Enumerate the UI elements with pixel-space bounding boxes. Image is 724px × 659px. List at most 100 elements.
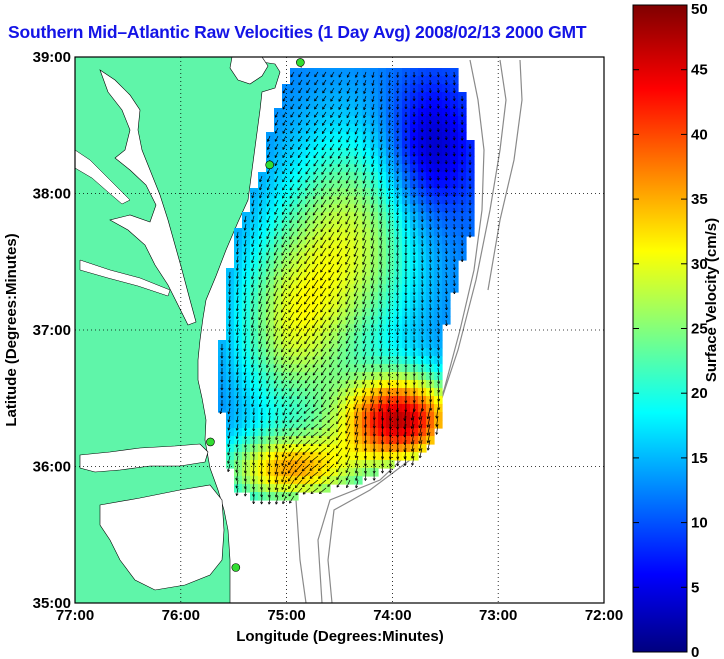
velocity-vector-head: [371, 254, 374, 257]
velocity-vector-head: [363, 156, 366, 159]
velocity-cell: [370, 84, 379, 93]
velocity-vector-head: [404, 203, 407, 207]
velocity-vector: [336, 271, 343, 281]
velocity-cell: [330, 364, 339, 373]
velocity-vector-head: [229, 348, 232, 351]
velocity-cell: [298, 100, 307, 109]
velocity-cell: [322, 324, 331, 333]
velocity-vector-head: [281, 286, 284, 289]
velocity-vector-head: [396, 75, 398, 78]
velocity-cell: [346, 372, 355, 381]
velocity-cell: [266, 212, 275, 221]
velocity-cell: [306, 316, 315, 325]
velocity-vector-head: [438, 267, 440, 271]
velocity-vector-head: [446, 283, 448, 287]
velocity-vector-head: [355, 75, 358, 78]
velocity-vector: [274, 127, 279, 134]
velocity-vector: [346, 71, 351, 78]
velocity-cell: [346, 132, 355, 141]
velocity-vector: [327, 423, 335, 431]
velocity-vector: [296, 335, 303, 345]
velocity-cell: [282, 268, 291, 277]
velocity-vector-head: [468, 178, 471, 182]
velocity-vector: [362, 383, 367, 393]
velocity-cell: [282, 108, 291, 117]
velocity-vector-head: [412, 276, 415, 280]
velocity-vector-head: [437, 381, 440, 384]
velocity-vector-head: [421, 153, 424, 157]
velocity-vector: [328, 231, 335, 241]
velocity-vector-head: [320, 302, 323, 305]
velocity-vector: [336, 279, 343, 289]
velocity-cell: [370, 228, 379, 237]
velocity-vector-head: [396, 122, 398, 126]
velocity-vector: [320, 327, 327, 336]
velocity-cell: [306, 220, 315, 229]
velocity-vector: [259, 367, 263, 376]
velocity-vector-head: [388, 196, 391, 200]
velocity-vector: [355, 423, 359, 435]
velocity-vector: [338, 127, 343, 135]
velocity-vector-head: [379, 261, 381, 265]
velocity-cell: [226, 436, 235, 445]
velocity-vector-head: [328, 326, 332, 329]
velocity-cell: [330, 196, 339, 205]
velocity-vector-head: [250, 317, 253, 320]
velocity-vector-head: [370, 325, 373, 328]
velocity-vector: [305, 175, 311, 183]
velocity-cell: [290, 196, 299, 205]
velocity-cell: [346, 244, 355, 253]
velocity-vector: [445, 279, 447, 287]
velocity-cell: [354, 380, 363, 389]
velocity-vector-head: [388, 348, 391, 352]
velocity-vector-head: [313, 156, 317, 159]
velocity-vector: [258, 359, 263, 368]
velocity-vector-head: [321, 156, 325, 159]
velocity-cell: [250, 340, 259, 349]
velocity-cell: [330, 132, 339, 141]
velocity-vector-head: [438, 74, 440, 78]
velocity-vector-head: [371, 147, 373, 151]
velocity-vector-head: [306, 123, 309, 126]
velocity-vector-head: [221, 379, 224, 383]
velocity-cell: [346, 204, 355, 213]
velocity-vector-head: [418, 425, 420, 429]
velocity-cell: [362, 172, 371, 181]
velocity-vector: [297, 391, 303, 400]
velocity-vector-head: [371, 286, 374, 289]
velocity-vector-head: [444, 291, 447, 295]
velocity-vector-head: [221, 355, 224, 359]
velocity-vector-head: [461, 251, 464, 254]
velocity-cell: [362, 164, 371, 173]
velocity-vector-head: [311, 426, 313, 430]
velocity-vector-head: [314, 83, 318, 86]
velocity-vector-head: [319, 420, 322, 422]
velocity-vector: [288, 263, 295, 272]
velocity-vector-head: [405, 130, 408, 133]
velocity-vector: [388, 223, 391, 232]
velocity-vector-head: [228, 332, 230, 335]
velocity-vector-head: [428, 169, 431, 173]
velocity-vector-head: [235, 388, 238, 391]
velocity-vector: [397, 207, 399, 216]
velocity-vector-head: [422, 292, 424, 295]
velocity-cell: [290, 172, 299, 181]
velocity-vector-head: [236, 412, 239, 415]
velocity-vector-head: [236, 348, 239, 352]
velocity-vector-head: [469, 202, 472, 206]
velocity-vector: [244, 367, 247, 376]
velocity-vector: [288, 359, 295, 368]
velocity-vector-head: [312, 238, 316, 240]
velocity-vector-head: [298, 156, 301, 159]
velocity-cell: [298, 244, 307, 253]
velocity-vector-head: [380, 270, 383, 273]
velocity-cell: [322, 396, 331, 405]
velocity-vector-head: [430, 364, 432, 368]
velocity-vector-head: [281, 294, 284, 297]
velocity-vector-head: [387, 391, 389, 395]
velocity-vector: [281, 215, 287, 223]
velocity-vector-head: [438, 251, 440, 255]
velocity-cell: [322, 148, 331, 157]
velocity-vector-head: [363, 357, 366, 360]
velocity-vector: [328, 279, 335, 289]
